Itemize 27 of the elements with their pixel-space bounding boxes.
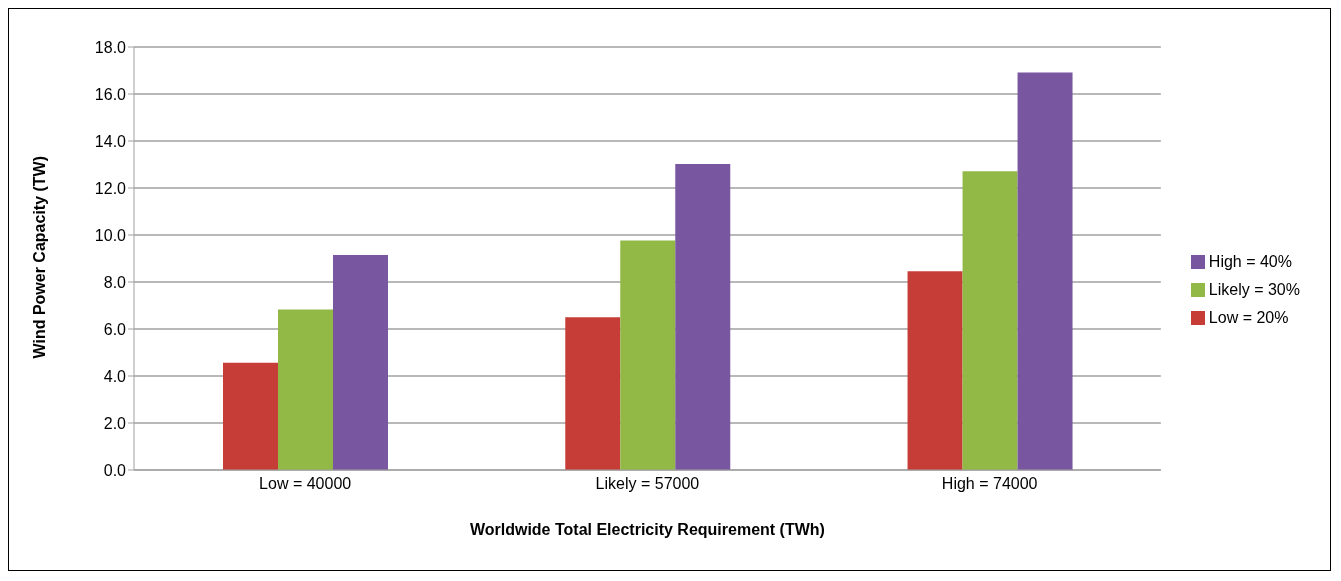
x-tick-label: Likely = 57000 — [595, 475, 700, 493]
bar — [332, 254, 388, 470]
y-tick-label: 8.0 — [103, 273, 127, 291]
legend-label: High = 40% — [1208, 252, 1292, 270]
y-tick-label: 16.0 — [94, 85, 127, 103]
x-axis-title: Worldwide Total Electricity Requirement (TWh) — [469, 521, 825, 538]
bar — [907, 271, 963, 470]
y-tick-label: 4.0 — [103, 367, 127, 385]
bar — [675, 164, 731, 470]
bar — [277, 309, 333, 470]
legend-label: Likely = 30% — [1208, 280, 1300, 298]
y-tick-label: 14.0 — [94, 132, 127, 150]
bar — [222, 362, 278, 470]
legend-label: Low = 20% — [1208, 308, 1289, 326]
x-tick-label: Low = 40000 — [259, 475, 352, 493]
y-tick-label: 10.0 — [94, 226, 127, 244]
y-tick-label: 12.0 — [94, 179, 127, 197]
y-tick-label: 2.0 — [103, 414, 127, 432]
y-axis-title: Wind Power Capacity (TW) — [30, 155, 48, 359]
bar — [565, 317, 621, 470]
y-tick-label: 6.0 — [103, 320, 127, 338]
x-tick-label: High = 74000 — [941, 475, 1038, 493]
bar — [1017, 72, 1073, 470]
bar — [620, 240, 676, 470]
y-tick-label: 18.0 — [94, 38, 127, 56]
bar — [962, 171, 1018, 470]
y-tick-label: 0.0 — [103, 461, 127, 479]
